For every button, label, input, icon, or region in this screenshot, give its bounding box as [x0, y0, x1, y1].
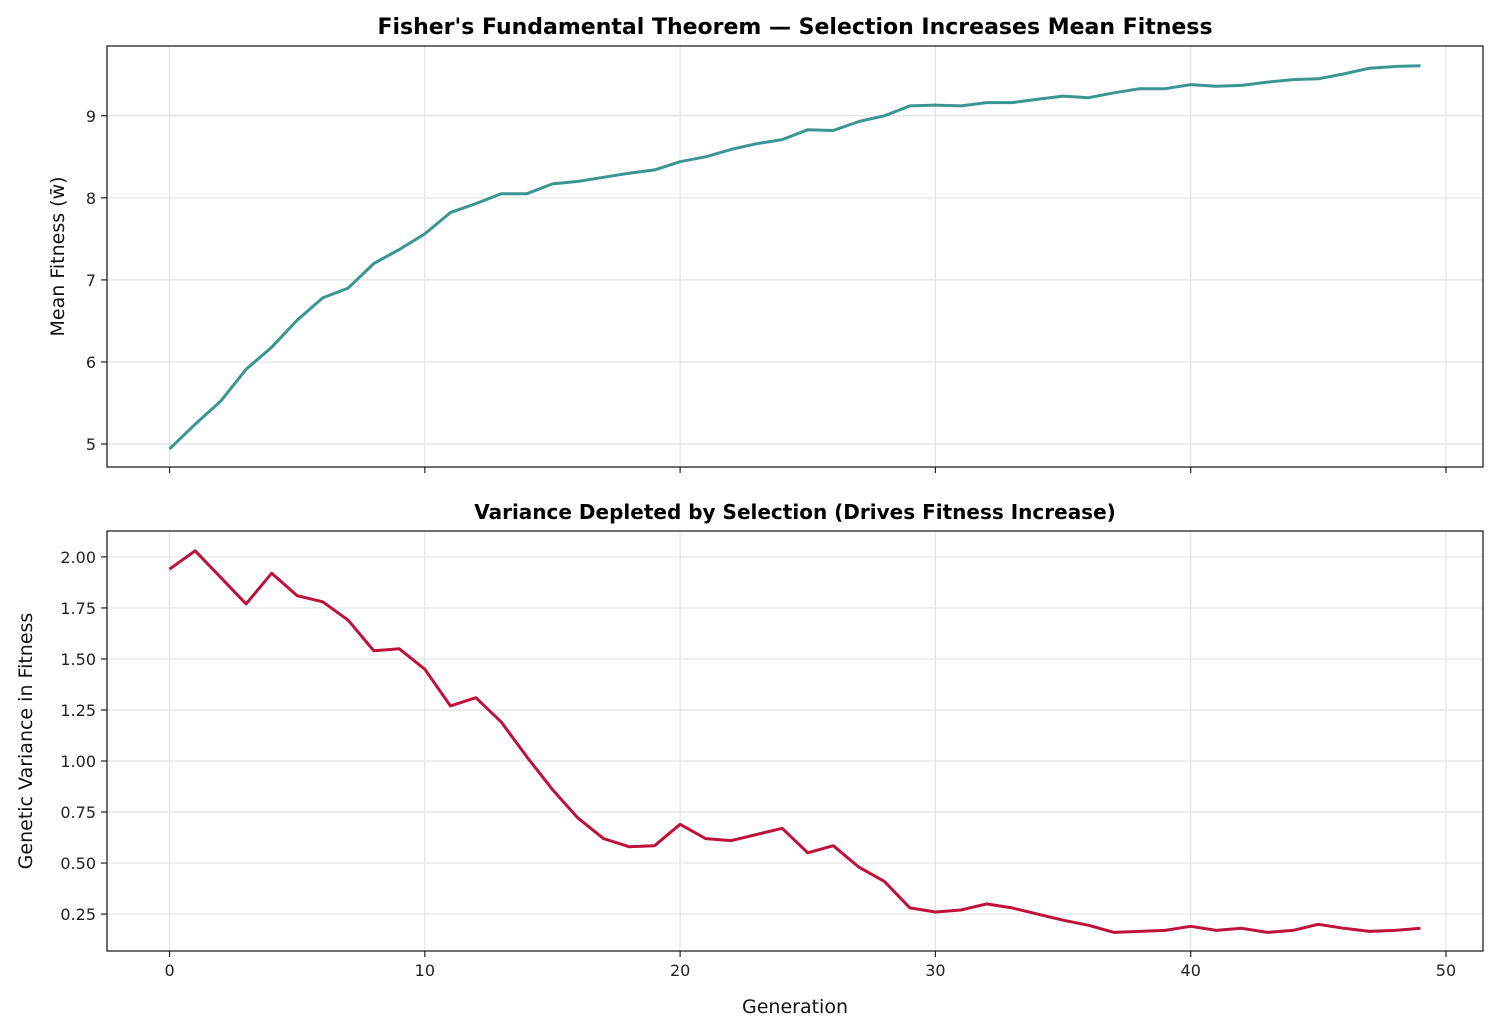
x-axis-label: Generation — [742, 996, 848, 1018]
y-tick-label: 0.25 — [60, 905, 96, 924]
y-tick-label: 2.00 — [60, 548, 96, 567]
chart-title: Fisher's Fundamental Theorem — Selection… — [377, 15, 1212, 40]
y-tick-label: 0.50 — [60, 854, 96, 873]
x-tick-label: 50 — [1436, 961, 1456, 980]
data-line — [168, 549, 1421, 934]
y-tick-label: 5 — [86, 435, 96, 454]
x-tick-label: 10 — [415, 961, 435, 980]
y-tick-label: 1.25 — [60, 701, 96, 720]
y-axis-label: Mean Fitness (w̄) — [47, 176, 69, 336]
y-tick-label: 7 — [86, 271, 96, 290]
y-tick-label: 1.00 — [60, 752, 96, 771]
y-axis-label: Genetic Variance in Fitness — [15, 613, 37, 870]
chart-title: Variance Depleted by Selection (Drives F… — [474, 500, 1116, 524]
x-tick-label: 30 — [925, 961, 945, 980]
y-tick-label: 1.75 — [60, 599, 96, 618]
x-tick-label: 0 — [164, 961, 174, 980]
y-tick-label: 6 — [86, 353, 96, 372]
y-tick-label: 8 — [86, 189, 96, 208]
axes-frame — [106, 530, 1484, 952]
panel-variance: 0 10 20 30 40 50 0.25 0.50 0.75 1.00 1.25 1.50 1.75 2… — [15, 500, 1484, 1018]
x-tick-label: 20 — [670, 961, 690, 980]
y-tick-label: 1.50 — [60, 650, 96, 669]
y-tick-label: 0.75 — [60, 803, 96, 822]
data-line — [168, 64, 1421, 450]
panel-fitness: 5 6 7 8 9 Fisher's Fundamental Theorem — Sele… — [47, 15, 1484, 473]
axes-frame — [106, 45, 1484, 468]
y-tick-label: 9 — [86, 107, 96, 126]
x-tick-label: 40 — [1181, 961, 1201, 980]
